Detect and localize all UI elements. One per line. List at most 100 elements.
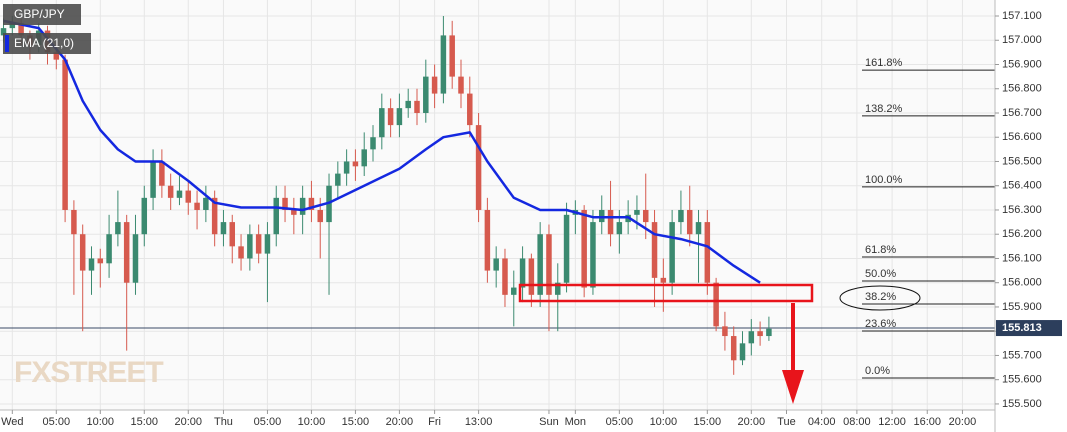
candle-body: [607, 209, 614, 235]
ema-line: [3, 19, 761, 284]
x-tick-label: 10:00: [650, 416, 678, 428]
candle-body: [678, 209, 684, 223]
axes: 157.100 157.000 156.900 156.800 156.700 156.6…: [1, 10, 1062, 428]
candle-body: [79, 234, 86, 271]
candle-body: [255, 234, 262, 254]
candle-body: [669, 222, 675, 283]
candle-body: [528, 258, 535, 295]
x-tick-label: 20:00: [175, 416, 203, 428]
legend-entry: EMA (21,0): [14, 36, 74, 50]
x-tick-label: Thu: [214, 416, 233, 428]
candle-body: [546, 234, 552, 295]
fib-label: 100.0%: [865, 174, 903, 186]
y-tick-label: 155.900: [1002, 301, 1042, 313]
legend-box: [3, 33, 91, 54]
candle-body: [343, 161, 350, 174]
candle-body: [502, 258, 508, 295]
candle-body: [414, 100, 420, 113]
candle-body: [467, 93, 473, 126]
x-tick-label: 05:00: [606, 416, 634, 428]
candle-body: [203, 197, 209, 210]
y-tick-label: 156.800: [1002, 83, 1042, 95]
candle-body: [730, 336, 737, 361]
candle-body: [132, 234, 139, 283]
candle-body: [634, 209, 640, 215]
candle-body: [282, 197, 288, 210]
x-tick-label: Wed: [1, 416, 23, 428]
legend-box: [3, 4, 81, 25]
candle-body: [238, 246, 244, 259]
x-tick-label: Fri: [428, 416, 441, 428]
candle-body: [766, 328, 772, 337]
candle-body: [704, 222, 711, 283]
candle-body: [739, 343, 746, 361]
plot-background: [0, 0, 995, 410]
candle-body: [563, 214, 570, 283]
grid: [0, 0, 995, 410]
marks: 161.8% 138.2% 100.0% 61.8% 50.0% 38.2% 23.6% 0.…: [0, 16, 995, 379]
y-tick-label: 156.300: [1002, 204, 1042, 216]
y-tick-label: 156.500: [1002, 155, 1042, 167]
candle-body: [519, 258, 526, 288]
last-price-label: 155.813: [1002, 322, 1042, 334]
candle-body: [405, 100, 411, 109]
candle-body: [53, 52, 60, 60]
candle-body: [423, 76, 429, 113]
y-tick-label: 157.000: [1002, 34, 1042, 46]
fib-label: 0.0%: [865, 365, 890, 377]
candle-body: [396, 108, 403, 126]
y-tick-label: 155.600: [1002, 374, 1042, 386]
candle-body: [106, 234, 112, 264]
x-tick-label: 15:00: [694, 416, 722, 428]
candle-body: [299, 197, 306, 215]
y-tick-label: 156.600: [1002, 131, 1042, 143]
candle-body: [361, 149, 367, 167]
x-tick-label: 13:00: [465, 416, 493, 428]
candle-body: [686, 209, 693, 235]
candle-body: [484, 209, 491, 271]
candle-body: [220, 222, 227, 235]
candle-body: [475, 125, 482, 210]
candle-body: [9, 23, 16, 29]
legend-symbol: GBP/JPY: [14, 7, 65, 21]
candle-body: [431, 76, 438, 94]
x-tick-label: 16:00: [913, 416, 941, 428]
candle-body: [167, 185, 174, 198]
candle-body: [194, 202, 200, 210]
candle-body: [555, 282, 561, 295]
fib-label: 138.2%: [865, 103, 903, 115]
candle-body: [273, 197, 279, 235]
candle-body: [291, 209, 297, 215]
candle-body: [352, 161, 359, 167]
y-tick-label: 155.500: [1002, 398, 1042, 410]
candle-body: [150, 161, 156, 198]
candle-body: [211, 197, 218, 235]
candle-body: [757, 331, 763, 337]
x-tick-label: 12:00: [878, 416, 906, 428]
highlight-ellipse: [839, 285, 921, 311]
candle-body: [308, 197, 315, 210]
candle-body: [18, 23, 24, 36]
x-tick-label: 10:00: [298, 416, 326, 428]
candle-body: [493, 258, 499, 271]
candle-body: [264, 234, 271, 254]
candle-body: [695, 222, 702, 235]
x-tick-label: 10:00: [87, 416, 115, 428]
candle-body: [317, 209, 323, 223]
candle-body: [449, 35, 455, 77]
last-price-box: [996, 320, 1062, 337]
candle-body: [141, 197, 148, 235]
zone-box: [518, 283, 814, 303]
candle-body: [660, 277, 667, 283]
candle-body: [537, 234, 543, 295]
candle-body: [748, 331, 755, 344]
candle-body: [88, 258, 95, 271]
candle-body: [159, 161, 165, 186]
x-tick-label: Sun: [539, 416, 559, 428]
candle-body: [185, 190, 192, 203]
candle-body: [590, 222, 596, 288]
candle-body: [651, 222, 658, 278]
candle-body: [458, 76, 464, 94]
x-tick-label: 05:00: [254, 416, 282, 428]
x-tick-label: Tue: [777, 416, 796, 428]
